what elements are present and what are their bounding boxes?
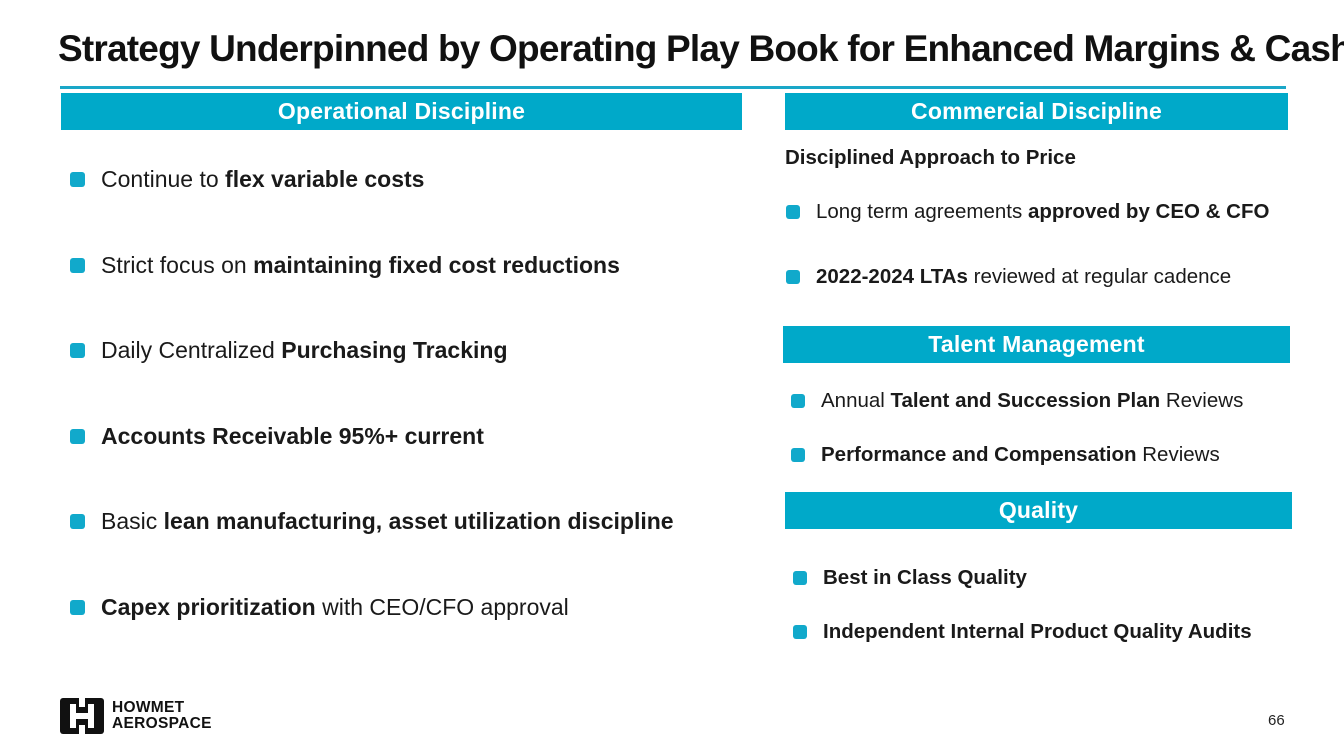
company-logo: HOWMET AEROSPACE: [60, 698, 212, 734]
logo-wordmark: HOWMET AEROSPACE: [112, 699, 212, 732]
bullet-square-icon: [793, 625, 807, 639]
item-text: Best in Class Quality: [823, 566, 1027, 589]
title-divider: [60, 86, 1286, 89]
item-text: Capex prioritization with CEO/CFO approv…: [101, 594, 569, 620]
list-item: Best in Class Quality: [793, 566, 1027, 590]
item-text: Long term agreements approved by CEO & C…: [816, 200, 1270, 223]
item-text: Annual Talent and Succession Plan Review…: [821, 389, 1244, 412]
list-item: Performance and Compensation Reviews: [791, 443, 1220, 467]
quality-header: Quality: [785, 492, 1292, 529]
list-item: 2022-2024 LTAs reviewed at regular caden…: [786, 265, 1231, 289]
commercial-discipline-header: Commercial Discipline: [785, 93, 1288, 130]
list-item: Independent Internal Product Quality Aud…: [793, 620, 1252, 644]
item-text: Accounts Receivable 95%+ current: [101, 423, 484, 449]
bullet-square-icon: [70, 258, 85, 273]
item-text: 2022-2024 LTAs reviewed at regular caden…: [816, 265, 1232, 288]
bullet-square-icon: [791, 394, 805, 408]
item-text: Basic lean manufacturing, asset utilizat…: [101, 508, 674, 534]
list-item: Long term agreements approved by CEO & C…: [786, 200, 1269, 224]
talent-management-header: Talent Management: [783, 326, 1290, 363]
operational-discipline-header: Operational Discipline: [61, 93, 742, 130]
item-text: Performance and Compensation Reviews: [821, 443, 1220, 466]
list-item: Capex prioritization with CEO/CFO approv…: [70, 594, 569, 621]
bullet-square-icon: [70, 172, 85, 187]
bullet-square-icon: [793, 571, 807, 585]
item-text: Continue to flex variable costs: [101, 166, 425, 192]
item-text: Independent Internal Product Quality Aud…: [823, 620, 1252, 643]
list-item: Basic lean manufacturing, asset utilizat…: [70, 508, 674, 535]
page-title: Strategy Underpinned by Operating Play B…: [58, 28, 1344, 69]
list-item: Strict focus on maintaining fixed cost r…: [70, 252, 620, 279]
item-text: Strict focus on maintaining fixed cost r…: [101, 252, 620, 278]
item-text: Daily Centralized Purchasing Tracking: [101, 337, 508, 363]
list-item: Continue to flex variable costs: [70, 166, 424, 193]
list-item: Daily Centralized Purchasing Tracking: [70, 337, 508, 364]
bullet-square-icon: [70, 514, 85, 529]
page-number: 66: [1268, 712, 1285, 729]
bullet-square-icon: [786, 205, 800, 219]
bullet-square-icon: [70, 429, 85, 444]
bullet-square-icon: [786, 270, 800, 284]
bullet-square-icon: [791, 448, 805, 462]
howmet-logo-icon: [60, 698, 104, 734]
bullet-square-icon: [70, 343, 85, 358]
commercial-subheading: Disciplined Approach to Price: [785, 146, 1076, 169]
bullet-square-icon: [70, 600, 85, 615]
list-item: Annual Talent and Succession Plan Review…: [791, 389, 1243, 413]
list-item: Accounts Receivable 95%+ current: [70, 423, 484, 450]
